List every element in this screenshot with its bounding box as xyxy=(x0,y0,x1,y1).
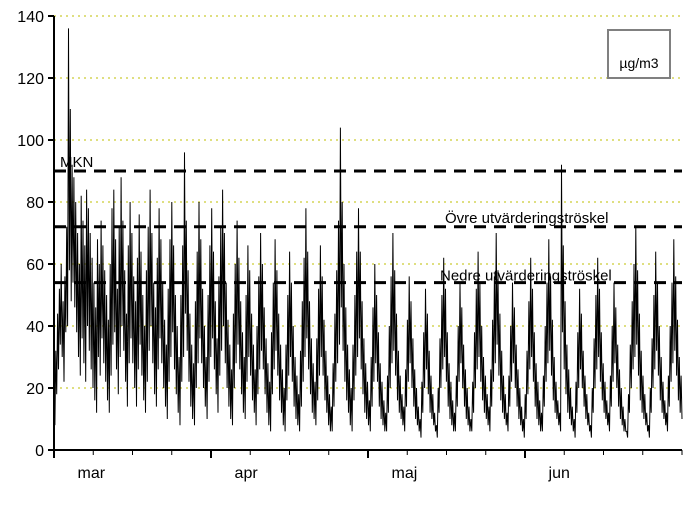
svg-text:maj: maj xyxy=(392,465,418,482)
svg-text:µg/m3: µg/m3 xyxy=(619,55,658,71)
svg-text:MKN: MKN xyxy=(60,154,93,171)
svg-text:0: 0 xyxy=(35,443,44,460)
svg-text:60: 60 xyxy=(26,257,44,274)
timeseries-chart: MKN Övre utvärderingströskel Nedre utvärde… xyxy=(0,0,699,510)
svg-text:apr: apr xyxy=(235,465,259,482)
svg-text:140: 140 xyxy=(17,9,44,26)
svg-text:Nedre utvärderingströskel: Nedre utvärderingströskel xyxy=(440,268,612,285)
svg-text:Övre utvärderingströskel: Övre utvärderingströskel xyxy=(445,209,608,227)
svg-text:20: 20 xyxy=(26,381,44,398)
svg-text:120: 120 xyxy=(17,71,44,88)
svg-text:100: 100 xyxy=(17,133,44,150)
svg-text:jun: jun xyxy=(548,465,570,482)
svg-text:mar: mar xyxy=(78,465,106,482)
svg-text:40: 40 xyxy=(26,319,44,336)
svg-text:80: 80 xyxy=(26,195,44,212)
